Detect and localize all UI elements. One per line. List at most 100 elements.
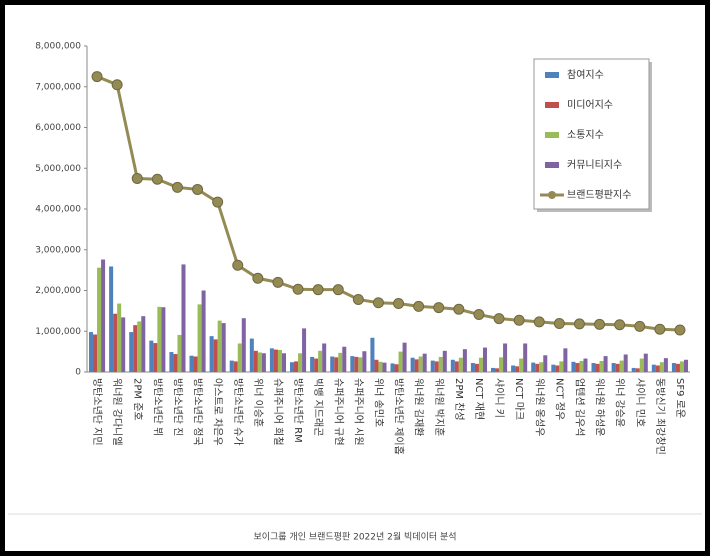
bar [330, 356, 335, 372]
x-tick-label: 업텐션 김우석 [573, 378, 586, 436]
bar [679, 361, 684, 372]
bar [454, 361, 459, 372]
x-tick-label: 워너원 하성운 [594, 378, 607, 436]
bar [137, 321, 142, 372]
bar [619, 360, 624, 372]
bar [591, 363, 596, 372]
bar [410, 357, 415, 372]
bar [382, 362, 387, 372]
bar [482, 347, 487, 372]
bar [563, 348, 568, 372]
x-tick-label: 슈퍼주니어 규현 [332, 378, 344, 446]
marker [533, 316, 545, 328]
bar [611, 363, 616, 372]
bar [117, 303, 122, 372]
bar [663, 358, 668, 372]
bar [310, 356, 315, 372]
bar [181, 264, 186, 372]
bar [519, 358, 524, 372]
marker [553, 318, 565, 330]
x-tick-label: 워너원 김재환 [413, 378, 426, 436]
marker [171, 181, 183, 193]
marker [634, 320, 646, 332]
x-tick-label: 방탄소년단 제이홉 [393, 378, 406, 455]
marker [372, 297, 384, 309]
x-tick-label: 빅뱅 지드래곤 [312, 378, 324, 436]
legend-label: 참여지수 [567, 69, 604, 81]
bar [342, 346, 347, 372]
bar [89, 332, 94, 372]
marker [493, 313, 505, 325]
marker [292, 283, 304, 295]
bar [322, 343, 327, 372]
bar [213, 339, 218, 372]
x-tick-label: NCT 정우 [553, 378, 565, 420]
legend-swatch [545, 132, 559, 138]
marker [192, 183, 204, 195]
bar [651, 364, 656, 372]
bar [422, 353, 427, 372]
bar [499, 357, 504, 372]
marker [413, 300, 425, 312]
legend-label: 커뮤니티지수 [567, 159, 622, 171]
x-tick-label: 방탄소년단 RM [292, 378, 304, 443]
x-tick-label: 방탄소년단 진 [171, 378, 183, 436]
bar [141, 316, 146, 372]
bar [233, 361, 238, 372]
y-tick-label: 4,000,000 [35, 205, 81, 215]
bar [193, 356, 198, 372]
x-tick-label: 위너 이승훈 [252, 378, 265, 427]
bar [511, 365, 516, 372]
bar [418, 356, 423, 372]
x-tick-label: SF9 로운 [674, 378, 686, 418]
marker [674, 324, 686, 336]
bar [543, 355, 548, 372]
bar [623, 354, 628, 372]
bar [221, 323, 226, 372]
bar [318, 350, 323, 372]
marker [594, 318, 606, 330]
bar [450, 359, 455, 372]
bar [374, 359, 379, 372]
bar [273, 349, 278, 372]
bar [555, 365, 560, 372]
bar [683, 359, 688, 372]
marker [614, 319, 626, 331]
marker [573, 318, 585, 330]
x-tick-label: 위너 강승윤 [614, 378, 627, 427]
marker [312, 284, 324, 296]
bar [294, 361, 299, 372]
marker [473, 309, 485, 321]
x-tick-label: 2PM 찬성 [453, 378, 465, 421]
bar [314, 358, 319, 372]
bar [277, 349, 282, 372]
bar [249, 338, 254, 372]
bar [217, 320, 222, 372]
marker [232, 259, 244, 271]
legend-swatch [545, 72, 559, 78]
bar [378, 361, 383, 372]
bar [390, 363, 395, 372]
bar [169, 352, 174, 372]
marker [272, 276, 284, 288]
x-tick-label: 워너원 박지훈 [433, 378, 446, 436]
bar [571, 361, 576, 372]
x-tick-label: 2PM 준호 [131, 378, 143, 421]
marker [111, 79, 123, 91]
legend-label: 미디어지수 [567, 99, 613, 111]
bar [149, 340, 154, 372]
bar [241, 318, 246, 372]
bar [470, 363, 475, 372]
y-tick-label: 7,000,000 [35, 82, 81, 92]
bar [583, 358, 588, 372]
legend-label: 브랜드평판지수 [567, 189, 631, 201]
bar [599, 360, 604, 372]
bar [338, 352, 343, 372]
bar [615, 363, 620, 372]
bar [458, 357, 463, 372]
bar [442, 350, 447, 372]
x-tick-label: 방탄소년단 지민 [91, 378, 103, 446]
x-tick-label: 위너 송민호 [372, 378, 385, 427]
